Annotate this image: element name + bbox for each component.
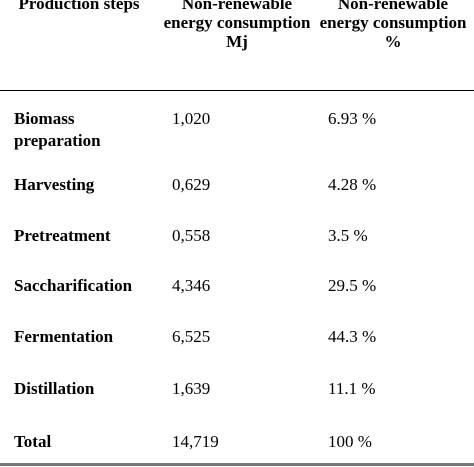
table-row-mj: 4,346 [172,276,211,295]
table-row-percent: 4.28 % [328,175,377,194]
table-row-total-label: Total [14,432,52,451]
table-row-mj: 1,639 [172,379,211,398]
table-row-percent: 6.93 % [328,109,377,128]
bottom-rule [0,463,474,466]
column-header-energy-mj: Non-renewable energy consumption Mj [163,0,311,51]
column-header-production-steps: Production steps [18,0,140,13]
table-row-mj: 0,629 [172,175,211,194]
table-row-step: Saccharification [14,276,133,295]
table-row-step: Harvesting [14,175,95,194]
table-row-percent: 3.5 % [328,226,368,245]
table-row-mj: 0,558 [172,226,211,245]
table-row-percent: 44.3 % [328,327,377,346]
header-rule [0,90,474,91]
table-row-percent: 11.1 % [328,379,376,398]
column-header-energy-percent: Non-renewable energy consumption % [319,0,467,51]
table-row-step: Distillation [14,379,95,398]
table-row-step: Biomass preparation [14,109,101,150]
table-row-total-mj: 14,719 [172,432,219,451]
table-row-step: Fermentation [14,327,114,346]
table-row-percent: 29.5 % [328,276,377,295]
table-row-step: Pretreatment [14,226,111,245]
table-row-mj: 6,525 [172,327,211,346]
table-row-mj: 1,020 [172,109,211,128]
table-row-total-percent: 100 % [328,432,372,451]
